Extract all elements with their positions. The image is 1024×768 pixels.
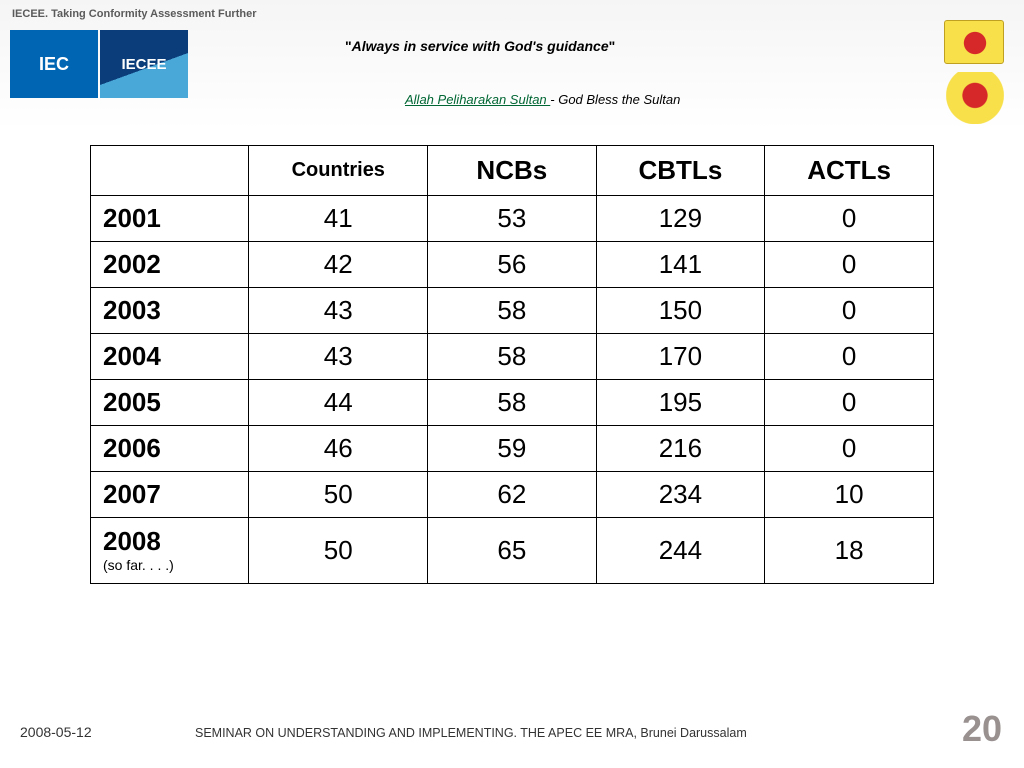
year-cell: 2002 (91, 242, 249, 288)
data-cell: 150 (596, 288, 765, 334)
data-cell: 50 (249, 472, 428, 518)
table-row: 2007506223410 (91, 472, 934, 518)
data-cell: 62 (428, 472, 596, 518)
data-cell: 18 (765, 518, 934, 584)
year-cell: 2007 (91, 472, 249, 518)
table-header-row: Countries NCBs CBTLs ACTLs (91, 146, 934, 196)
iecee-logo: IECEE (100, 30, 188, 98)
data-cell: 0 (765, 380, 934, 426)
data-cell: 58 (428, 334, 596, 380)
year-cell: 2003 (91, 288, 249, 334)
data-cell: 234 (596, 472, 765, 518)
motto-text: "Always in service with God's guidance" (345, 38, 615, 54)
so-far-note: (so far. . . .) (103, 557, 238, 573)
data-cell: 50 (249, 518, 428, 584)
table-row: 200544581950 (91, 380, 934, 426)
table-row: 200443581700 (91, 334, 934, 380)
data-cell: 59 (428, 426, 596, 472)
header-tagline: IECEE. Taking Conformity Assessment Furt… (12, 8, 1012, 20)
crest-icon (946, 72, 1004, 124)
data-cell: 41 (249, 196, 428, 242)
col-ncbs: NCBs (428, 146, 596, 196)
data-cell: 53 (428, 196, 596, 242)
footer-seminar-text: SEMINAR ON UNDERSTANDING AND IMPLEMENTIN… (195, 726, 747, 740)
data-cell: 141 (596, 242, 765, 288)
col-cbtls: CBTLs (596, 146, 765, 196)
data-cell: 170 (596, 334, 765, 380)
page-number: 20 (962, 708, 1002, 750)
footer-date: 2008-05-12 (20, 724, 92, 740)
data-cell: 65 (428, 518, 596, 584)
col-countries: Countries (249, 146, 428, 196)
data-cell: 0 (765, 196, 934, 242)
slide-header: IECEE. Taking Conformity Assessment Furt… (0, 0, 1024, 130)
data-cell: 0 (765, 288, 934, 334)
year-cell: 2001 (91, 196, 249, 242)
data-cell: 56 (428, 242, 596, 288)
year-cell: 2006 (91, 426, 249, 472)
data-cell: 10 (765, 472, 934, 518)
data-cell: 42 (249, 242, 428, 288)
data-cell: 129 (596, 196, 765, 242)
col-actls: ACTLs (765, 146, 934, 196)
flag-icon (944, 20, 1004, 64)
data-cell: 46 (249, 426, 428, 472)
year-cell: 2005 (91, 380, 249, 426)
blessing-text: Allah Peliharakan Sultan - God Bless the… (405, 92, 680, 107)
table-row: 200141531290 (91, 196, 934, 242)
data-cell: 58 (428, 380, 596, 426)
data-cell: 44 (249, 380, 428, 426)
iec-logo: IEC (10, 30, 98, 98)
table-header-blank (91, 146, 249, 196)
data-cell: 244 (596, 518, 765, 584)
year-cell: 2004 (91, 334, 249, 380)
table-row: 200646592160 (91, 426, 934, 472)
data-cell: 58 (428, 288, 596, 334)
data-cell: 0 (765, 426, 934, 472)
data-cell: 0 (765, 242, 934, 288)
logo-group: IEC IECEE (10, 30, 188, 98)
data-cell: 0 (765, 334, 934, 380)
data-table-container: Countries NCBs CBTLs ACTLs 2001415312902… (90, 145, 934, 584)
data-table: Countries NCBs CBTLs ACTLs 2001415312902… (90, 145, 934, 584)
table-row: 200343581500 (91, 288, 934, 334)
table-row-last: 2008(so far. . . .)506524418 (91, 518, 934, 584)
year-cell: 2008(so far. . . .) (91, 518, 249, 584)
data-cell: 195 (596, 380, 765, 426)
data-cell: 43 (249, 288, 428, 334)
table-row: 200242561410 (91, 242, 934, 288)
data-cell: 216 (596, 426, 765, 472)
data-cell: 43 (249, 334, 428, 380)
